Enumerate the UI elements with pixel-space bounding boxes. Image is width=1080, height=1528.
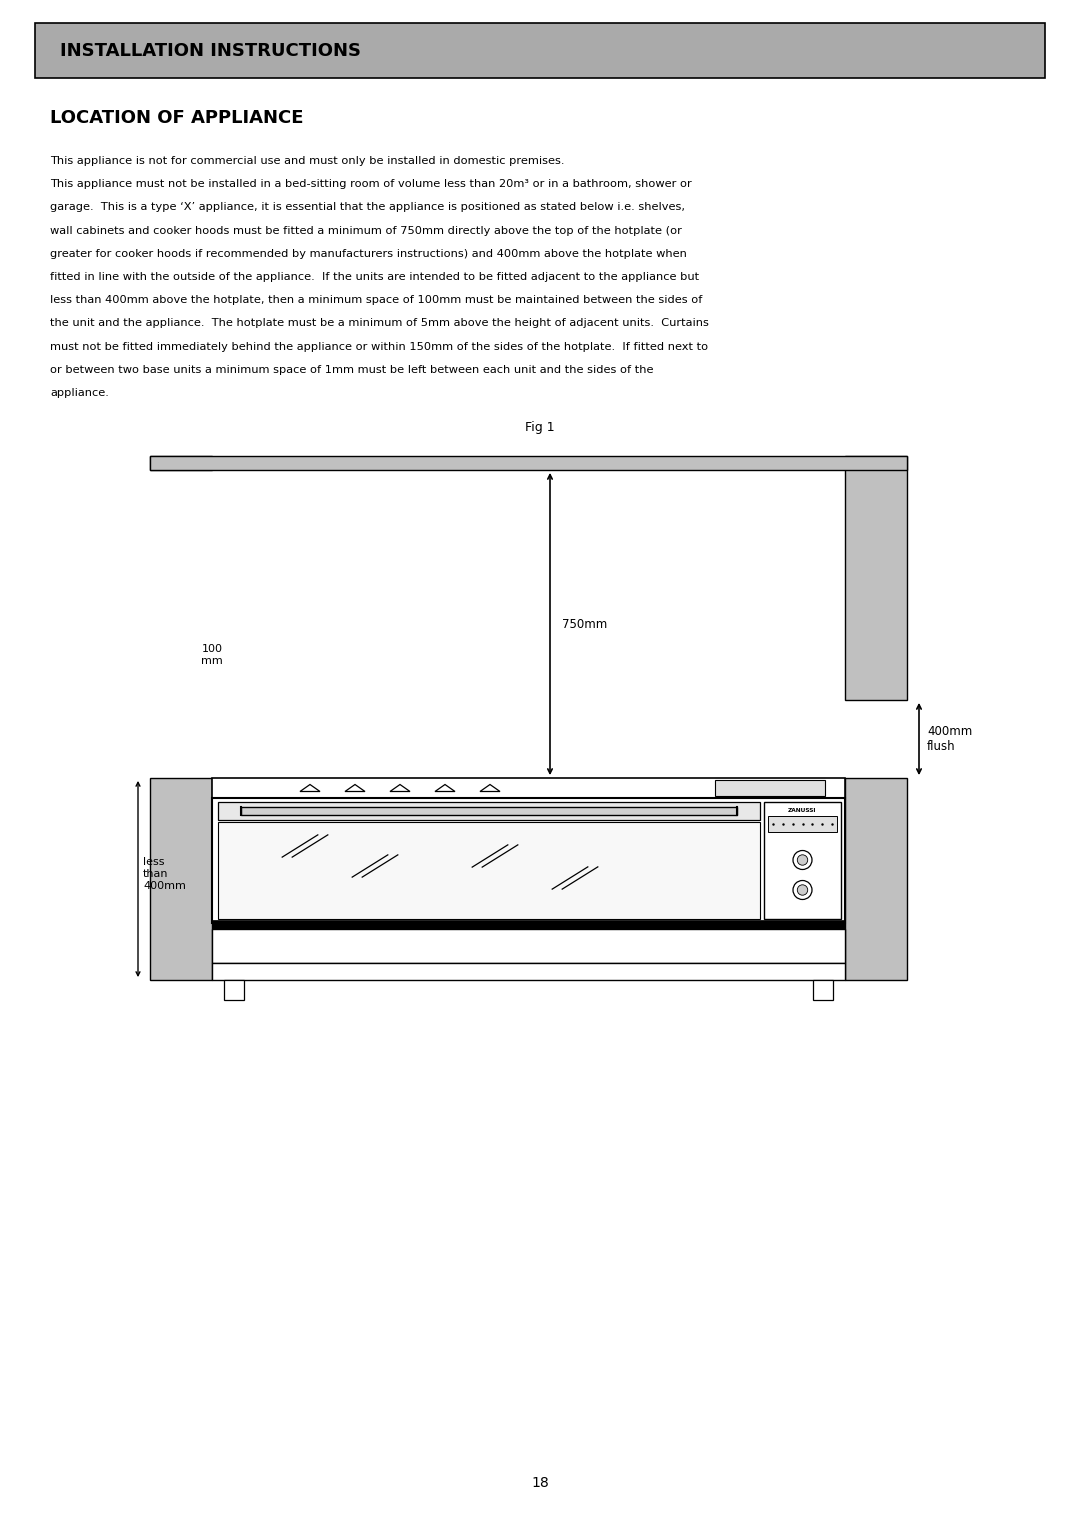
Bar — [150, 455, 907, 471]
Text: must not be fitted immediately behind the appliance or within 150mm of the sides: must not be fitted immediately behind th… — [50, 342, 708, 351]
Bar — [212, 778, 845, 798]
Bar — [764, 802, 841, 918]
Circle shape — [793, 880, 812, 900]
Text: Fig 1: Fig 1 — [525, 422, 555, 434]
Text: or between two base units a minimum space of 1mm must be left between each unit : or between two base units a minimum spac… — [50, 365, 653, 374]
Text: fitted in line with the outside of the appliance.  If the units are intended to : fitted in line with the outside of the a… — [50, 272, 699, 283]
Bar — [241, 807, 737, 814]
Bar — [813, 979, 833, 999]
Text: This appliance is not for commercial use and must only be installed in domestic : This appliance is not for commercial use… — [50, 156, 565, 167]
Bar — [212, 920, 845, 929]
Bar — [150, 455, 212, 471]
Text: INSTALLATION INSTRUCTIONS: INSTALLATION INSTRUCTIONS — [60, 41, 361, 60]
Text: less
than
400mm: less than 400mm — [143, 857, 186, 891]
Text: 18: 18 — [531, 1476, 549, 1490]
Bar — [224, 979, 244, 999]
Bar — [150, 778, 212, 979]
Text: 400mm
flush: 400mm flush — [927, 724, 972, 753]
Text: greater for cooker hoods if recommended by manufacturers instructions) and 400mm: greater for cooker hoods if recommended … — [50, 249, 687, 258]
Bar — [715, 779, 825, 796]
Bar — [845, 778, 907, 979]
Text: appliance.: appliance. — [50, 388, 109, 397]
Bar — [212, 929, 845, 963]
Text: This appliance must not be installed in a bed-sitting room of volume less than 2: This appliance must not be installed in … — [50, 179, 692, 189]
Bar — [35, 23, 1045, 78]
Bar — [218, 822, 760, 918]
Text: wall cabinets and cooker hoods must be fitted a minimum of 750mm directly above : wall cabinets and cooker hoods must be f… — [50, 226, 681, 235]
Text: the unit and the appliance.  The hotplate must be a minimum of 5mm above the hei: the unit and the appliance. The hotplate… — [50, 318, 708, 329]
Text: 750mm: 750mm — [562, 617, 607, 631]
Bar — [212, 798, 845, 923]
Text: garage.  This is a type ‘X’ appliance, it is essential that the appliance is pos: garage. This is a type ‘X’ appliance, it… — [50, 202, 685, 212]
Circle shape — [797, 885, 808, 895]
Bar — [218, 802, 760, 821]
Text: less than 400mm above the hotplate, then a minimum space of 100mm must be mainta: less than 400mm above the hotplate, then… — [50, 295, 702, 306]
Bar — [845, 455, 907, 700]
Circle shape — [793, 851, 812, 869]
Text: ZANUSSI: ZANUSSI — [788, 808, 816, 813]
Circle shape — [797, 854, 808, 865]
Bar — [212, 963, 845, 979]
Bar — [768, 816, 837, 833]
Text: LOCATION OF APPLIANCE: LOCATION OF APPLIANCE — [50, 108, 303, 127]
Text: 100
mm: 100 mm — [201, 645, 222, 666]
